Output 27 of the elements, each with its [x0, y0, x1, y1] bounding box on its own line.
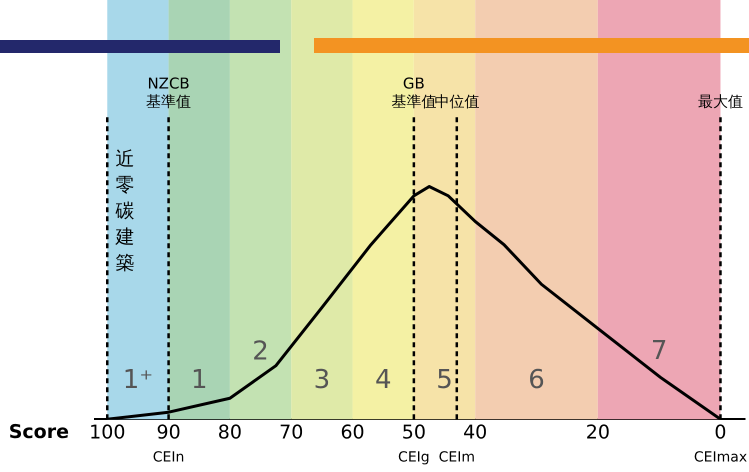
band-label: 5 — [436, 364, 453, 395]
band-label: 7 — [650, 336, 668, 366]
annotation: CEIm — [438, 450, 475, 466]
band-label: 4 — [374, 364, 392, 395]
x-axis-title: Score — [8, 421, 69, 444]
x-tick-label: 60 — [340, 422, 365, 444]
x-tick-label: 80 — [218, 422, 242, 444]
annotation: CEIn — [152, 450, 184, 466]
x-tick-label: 40 — [463, 422, 488, 444]
band-label: 1 — [190, 364, 208, 395]
x-tick-label: 90 — [156, 422, 181, 444]
annotation: CEImax — [694, 450, 748, 466]
x-tick-label: 100 — [89, 422, 126, 444]
band-label: 2 — [252, 336, 269, 366]
x-tick-label: 50 — [402, 422, 426, 444]
annotation: CEIg — [398, 450, 430, 466]
ref-line-label: 中位值 — [434, 92, 480, 110]
band-label: 3 — [314, 364, 330, 395]
annotation: 近零碳建築 — [114, 148, 134, 274]
ref-line-label: 最大值 — [698, 92, 743, 110]
ref-line-label: GB 基準值 — [391, 74, 436, 110]
x-tick-label: 70 — [279, 422, 304, 444]
x-tick-label: 0 — [714, 422, 727, 444]
ref-line-label: NZCB 基準值 — [146, 74, 192, 110]
x-tick-label: 20 — [586, 422, 610, 444]
band-label: 6 — [528, 364, 545, 395]
band-label: 1⁺ — [122, 364, 154, 395]
